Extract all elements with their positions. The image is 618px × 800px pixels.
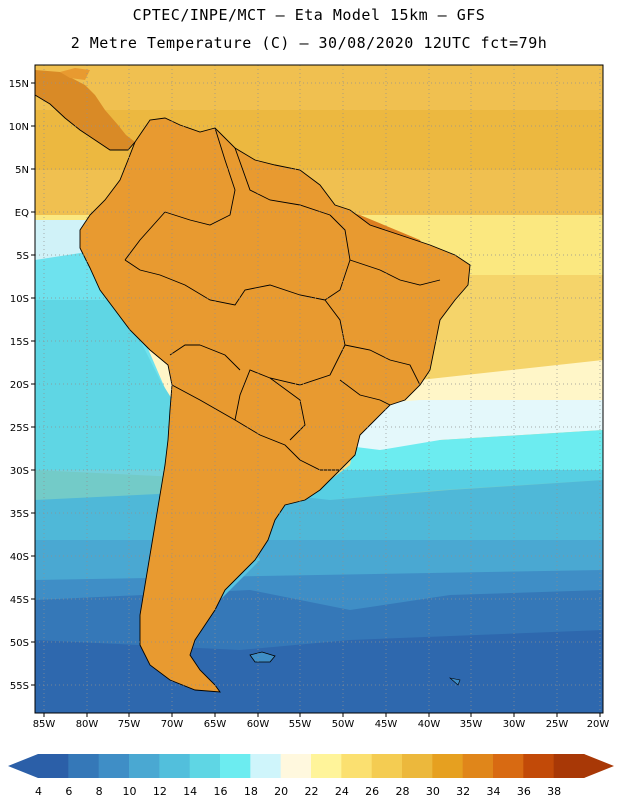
lon-label: 85W — [33, 719, 56, 730]
lat-label: 5N — [15, 165, 29, 176]
lat-label: 35S — [10, 509, 29, 520]
lat-label: 40S — [10, 552, 29, 563]
colorbar-label: 8 — [96, 785, 103, 798]
colorbar-label: 20 — [274, 785, 288, 798]
lat-label: 20S — [10, 380, 29, 391]
colorbar-label: 16 — [214, 785, 228, 798]
colorbar-swatch — [523, 754, 555, 778]
colorbar: 4 6 8 10 12 14 16 18 20 22 24 26 28 30 32 34 36 38 — [8, 754, 614, 798]
lat-label: 10S — [10, 294, 29, 305]
colorbar-swatch — [280, 754, 312, 778]
lon-label: 70W — [161, 719, 184, 730]
lon-label: 40W — [418, 719, 441, 730]
lat-label: 55S — [10, 681, 29, 692]
lat-label: 15N — [9, 79, 29, 90]
colorbar-swatch — [220, 754, 251, 778]
lat-label: 25S — [10, 423, 29, 434]
lon-label: 25W — [546, 719, 569, 730]
lat-label: 45S — [10, 595, 29, 606]
lon-label: 45W — [375, 719, 398, 730]
graticule — [35, 65, 603, 713]
colorbar-swatch — [129, 754, 160, 778]
colorbar-swatch — [38, 754, 69, 778]
lon-label: 50W — [332, 719, 355, 730]
colorbar-label: 12 — [153, 785, 167, 798]
map-frame — [34, 64, 604, 714]
lon-label: 20W — [587, 719, 610, 730]
colorbar-label: 34 — [487, 785, 501, 798]
lon-label: 60W — [247, 719, 270, 730]
lat-label: 30S — [10, 466, 29, 477]
colorbar-swatch — [553, 754, 585, 778]
colorbar-swatch — [432, 754, 464, 778]
lat-label: 5S — [16, 251, 29, 262]
colorbar-label: 38 — [547, 785, 561, 798]
lat-label: 15S — [10, 337, 29, 348]
colorbar-high-arrow — [584, 754, 614, 778]
colorbar-label: 4 — [35, 785, 42, 798]
lat-label: EQ — [15, 208, 29, 219]
colorbar-label: 22 — [305, 785, 319, 798]
colorbar-label: 32 — [456, 785, 470, 798]
lon-label: 80W — [76, 719, 99, 730]
colorbar-swatch — [159, 754, 191, 778]
lon-label: 75W — [118, 719, 141, 730]
colorbar-label: 6 — [65, 785, 72, 798]
map-title-line-1: CPTEC/INPE/MCT – Eta Model 15km – GFS — [132, 6, 486, 24]
colorbar-swatch — [250, 754, 282, 778]
colorbar-swatch — [68, 754, 100, 778]
lat-label: 10N — [9, 122, 29, 133]
colorbar-swatch — [371, 754, 403, 778]
colorbar-label: 28 — [396, 785, 410, 798]
lon-label: 55W — [289, 719, 312, 730]
colorbar-swatch — [462, 754, 494, 778]
map-title-line-2: 2 Metre Temperature (C) – 30/08/2020 12U… — [70, 34, 548, 52]
colorbar-swatch — [341, 754, 373, 778]
colorbar-swatch — [402, 754, 433, 778]
lon-label: 65W — [204, 719, 227, 730]
colorbar-label: 18 — [244, 785, 258, 798]
colorbar-label: 10 — [123, 785, 137, 798]
colorbar-swatch — [189, 754, 221, 778]
colorbar-label: 30 — [426, 785, 440, 798]
lon-label: 30W — [503, 719, 526, 730]
colorbar-label: 36 — [517, 785, 531, 798]
colorbar-low-arrow — [8, 754, 38, 778]
colorbar-label: 14 — [183, 785, 197, 798]
colorbar-swatch — [311, 754, 342, 778]
colorbar-label: 24 — [335, 785, 349, 798]
colorbar-swatch — [98, 754, 130, 778]
colorbar-swatch — [493, 754, 524, 778]
colorbar-label: 26 — [365, 785, 379, 798]
lat-label: 50S — [10, 638, 29, 649]
lon-label: 35W — [460, 719, 483, 730]
